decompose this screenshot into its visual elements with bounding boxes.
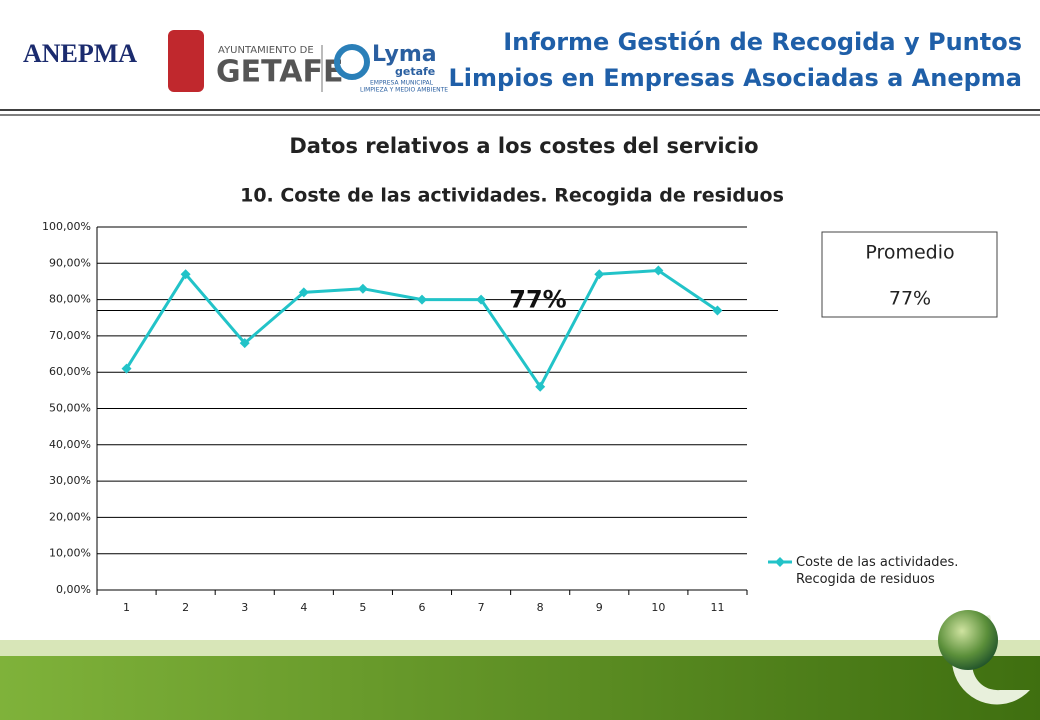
y-tick-label: 20,00% [49, 510, 91, 523]
footer-band [0, 656, 1040, 720]
summary-value: 77% [889, 288, 931, 310]
marker [180, 269, 191, 280]
average-label: 77% [509, 285, 566, 313]
marker [357, 283, 368, 294]
marker [653, 265, 664, 276]
x-tick-label: 2 [182, 601, 189, 614]
x-tick-label: 9 [596, 601, 603, 614]
y-tick-label: 0,00% [56, 583, 91, 596]
y-tick-label: 90,00% [49, 256, 91, 269]
y-tick-label: 70,00% [49, 329, 91, 342]
marker [417, 294, 427, 305]
y-tick-label: 80,00% [49, 293, 91, 306]
marker [298, 287, 309, 298]
logo-text: Lyma [372, 42, 437, 67]
series-line [125, 269, 719, 390]
x-tick-label: 11 [710, 601, 724, 614]
y-tick-label: 60,00% [49, 365, 91, 378]
summary-label: Promedio [865, 242, 954, 264]
logo-anepma: ANEPMA [23, 39, 137, 68]
globe-icon [938, 610, 998, 670]
logo-text: getafe [395, 65, 435, 78]
legend-marker [775, 557, 785, 567]
y-tick-label: 10,00% [49, 547, 91, 560]
chart-title: 10. Coste de las actividades. Recogida d… [240, 185, 784, 207]
marker [535, 381, 546, 392]
logo-text: EMPRESA MUNICIPAL [370, 80, 434, 87]
footer-band-light [0, 640, 1040, 656]
x-tick-label: 4 [300, 601, 307, 614]
logo-text: AYUNTAMIENTO DE [218, 45, 314, 56]
y-tick-label: 50,00% [49, 402, 91, 415]
legend-label: Coste de las actividades. Recogida de re… [796, 555, 959, 587]
x-tick-label: 5 [359, 601, 366, 614]
marker [594, 269, 605, 280]
y-tick-label: 100,00% [42, 220, 91, 233]
marker [476, 294, 487, 305]
x-tick-label: 7 [478, 601, 485, 614]
y-tick-label: 30,00% [49, 474, 91, 487]
logo-text: LIMPIEZA Y MEDIO AMBIENTE [360, 87, 448, 94]
logo-shield [168, 30, 204, 92]
marker [712, 305, 723, 316]
x-tick-label: 1 [123, 601, 130, 614]
logo-lyma-icon [334, 44, 370, 80]
marker [239, 338, 250, 349]
summary-box [821, 231, 998, 318]
marker [121, 363, 132, 374]
x-tick-label: 8 [537, 601, 544, 614]
section-title: Datos relativos a los costes del servici… [289, 134, 758, 158]
x-tick-label: 3 [241, 601, 248, 614]
y-tick-label: 40,00% [49, 438, 91, 451]
x-tick-label: 6 [419, 601, 426, 614]
header-title: Informe Gestión de Recogida y Puntos [503, 28, 1022, 56]
logo-text: GETAFE [216, 55, 343, 90]
x-tick-label: 10 [651, 601, 665, 614]
header-title: Limpios en Empresas Asociadas a Anepma [448, 64, 1022, 92]
